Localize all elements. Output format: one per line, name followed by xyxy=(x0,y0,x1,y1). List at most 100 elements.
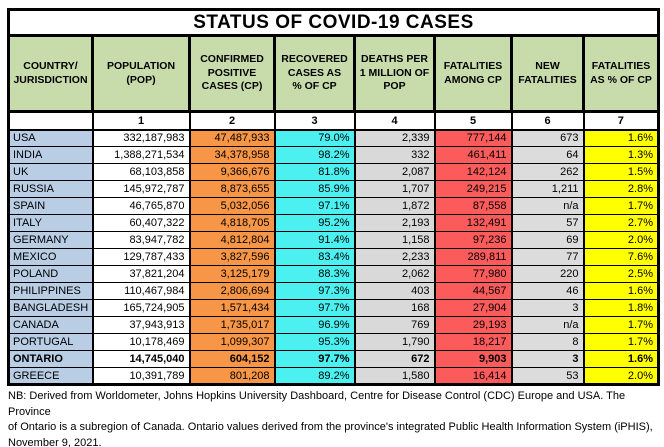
recovered-pct-cell: 88.3% xyxy=(273,265,356,283)
table-row: ONTARIO 14,745,040 604,152 97.7% 672 9,903 3 1.… xyxy=(7,350,660,368)
new-fatalities-cell: 220 xyxy=(510,265,585,283)
table-row: ITALY 60,407,322 4,818,705 95.2% 2,193 132,49… xyxy=(7,214,660,232)
column-header: FATALITIES AMONG CP xyxy=(433,34,513,113)
footnote-line: of Ontario is a subregion of Canada. Ont… xyxy=(8,421,653,433)
confirmed-cases-cell: 3,125,179 xyxy=(188,265,276,283)
new-fatalities-cell: n/a xyxy=(510,316,585,334)
new-fatalities-cell: 64 xyxy=(510,146,585,164)
new-fatalities-cell: 673 xyxy=(510,129,585,147)
recovered-pct-cell: 91.4% xyxy=(273,231,356,249)
fatalities-pct-cell: 7.6% xyxy=(582,248,660,266)
recovered-pct-cell: 83.4% xyxy=(273,248,356,266)
new-fatalities-cell: 3 xyxy=(510,299,585,317)
fatalities-pct-cell: 1.6% xyxy=(582,129,660,147)
fatalities-cell: 16,414 xyxy=(433,367,513,385)
fatalities-pct-cell: 1.7% xyxy=(582,333,660,351)
population-cell: 83,947,782 xyxy=(91,231,191,249)
table-row: PORTUGAL 10,178,469 1,099,307 95.3% 1,790 18,… xyxy=(7,333,660,351)
fatalities-cell: 289,811 xyxy=(433,248,513,266)
fatalities-cell: 44,567 xyxy=(433,282,513,300)
column-number: 3 xyxy=(273,110,356,131)
table-row: GREECE 10,391,789 801,208 89.2% 1,580 16,414 5… xyxy=(7,367,660,385)
population-cell: 37,943,913 xyxy=(91,316,191,334)
population-cell: 1,388,271,534 xyxy=(91,146,191,164)
table-row: INDIA 1,388,271,534 34,378,958 98.2% 332 461,… xyxy=(7,146,660,164)
footnote-line: November 9, 2021. xyxy=(8,436,102,447)
deaths-per-million-cell: 332 xyxy=(353,146,436,164)
table-row: CANADA 37,943,913 1,735,017 96.9% 769 29,193 n… xyxy=(7,316,660,334)
population-cell: 68,103,858 xyxy=(91,163,191,181)
confirmed-cases-cell: 8,873,655 xyxy=(188,180,276,198)
confirmed-cases-cell: 4,818,705 xyxy=(188,214,276,232)
column-header: RECOVERED CASES AS % OF CP xyxy=(273,34,356,113)
recovered-pct-cell: 85.9% xyxy=(273,180,356,198)
fatalities-cell: 97,236 xyxy=(433,231,513,249)
deaths-per-million-cell: 2,339 xyxy=(353,129,436,147)
fatalities-cell: 461,411 xyxy=(433,146,513,164)
fatalities-cell: 18,217 xyxy=(433,333,513,351)
fatalities-pct-cell: 2.7% xyxy=(582,214,660,232)
confirmed-cases-cell: 47,487,933 xyxy=(188,129,276,147)
fatalities-pct-cell: 2.0% xyxy=(582,367,660,385)
deaths-per-million-cell: 1,707 xyxy=(353,180,436,198)
fatalities-cell: 27,904 xyxy=(433,299,513,317)
country-cell: SPAIN xyxy=(7,197,94,215)
country-cell: ITALY xyxy=(7,214,94,232)
confirmed-cases-cell: 2,806,694 xyxy=(188,282,276,300)
deaths-per-million-cell: 403 xyxy=(353,282,436,300)
population-cell: 110,467,984 xyxy=(91,282,191,300)
deaths-per-million-cell: 168 xyxy=(353,299,436,317)
footnote: NB: Derived from Worldometer, Johns Hopk… xyxy=(7,386,657,447)
column-number: 4 xyxy=(353,110,436,131)
new-fatalities-cell: 69 xyxy=(510,231,585,249)
fatalities-cell: 777,144 xyxy=(433,129,513,147)
country-cell: UK xyxy=(7,163,94,181)
fatalities-pct-cell: 2.5% xyxy=(582,265,660,283)
recovered-pct-cell: 95.2% xyxy=(273,214,356,232)
title-row: STATUS OF COVID-19 CASES xyxy=(7,8,660,37)
country-cell: INDIA xyxy=(7,146,94,164)
fatalities-cell: 9,903 xyxy=(433,350,513,368)
confirmed-cases-cell: 4,812,804 xyxy=(188,231,276,249)
header-row: COUNTRY/ JURISDICTION POPULATION (POP) CON… xyxy=(7,34,660,113)
fatalities-pct-cell: 1.6% xyxy=(582,350,660,368)
deaths-per-million-cell: 2,087 xyxy=(353,163,436,181)
fatalities-cell: 249,215 xyxy=(433,180,513,198)
table-row: BANGLADESH 165,724,905 1,571,434 97.7% 168 27… xyxy=(7,299,660,317)
deaths-per-million-cell: 1,580 xyxy=(353,367,436,385)
fatalities-pct-cell: 1.7% xyxy=(582,316,660,334)
deaths-per-million-cell: 2,193 xyxy=(353,214,436,232)
fatalities-pct-cell: 2.0% xyxy=(582,231,660,249)
recovered-pct-cell: 89.2% xyxy=(273,367,356,385)
population-cell: 145,972,787 xyxy=(91,180,191,198)
confirmed-cases-cell: 1,099,307 xyxy=(188,333,276,351)
footnote-line: NB: Derived from Worldometer, Johns Hopk… xyxy=(8,390,626,418)
confirmed-cases-cell: 1,571,434 xyxy=(188,299,276,317)
table-row: MEXICO 129,787,433 3,827,596 83.4% 2,233 289,… xyxy=(7,248,660,266)
deaths-per-million-cell: 2,233 xyxy=(353,248,436,266)
fatalities-cell: 142,124 xyxy=(433,163,513,181)
covid-status-table: STATUS OF COVID-19 CASES COUNTRY/ JURISD… xyxy=(7,8,660,386)
fatalities-pct-cell: 1.6% xyxy=(582,282,660,300)
table-body: USA 332,187,983 47,487,933 79.0% 2,339 777,14… xyxy=(7,129,660,385)
table-row: USA 332,187,983 47,487,933 79.0% 2,339 777,14… xyxy=(7,129,660,147)
column-header: FATALITIES AS % OF CP xyxy=(582,34,660,113)
fatalities-pct-cell: 2.8% xyxy=(582,180,660,198)
deaths-per-million-cell: 2,062 xyxy=(353,265,436,283)
fatalities-pct-cell: 1.7% xyxy=(582,197,660,215)
deaths-per-million-cell: 769 xyxy=(353,316,436,334)
new-fatalities-cell: 57 xyxy=(510,214,585,232)
country-cell: CANADA xyxy=(7,316,94,334)
column-header: CONFIRMED POSITIVE CASES (CP) xyxy=(188,34,276,113)
country-cell: ONTARIO xyxy=(7,350,94,368)
country-cell: POLAND xyxy=(7,265,94,283)
fatalities-pct-cell: 1.8% xyxy=(582,299,660,317)
population-cell: 332,187,983 xyxy=(91,129,191,147)
fatalities-cell: 132,491 xyxy=(433,214,513,232)
new-fatalities-cell: 8 xyxy=(510,333,585,351)
population-cell: 129,787,433 xyxy=(91,248,191,266)
table-title: STATUS OF COVID-19 CASES xyxy=(7,8,660,37)
recovered-pct-cell: 97.7% xyxy=(273,350,356,368)
deaths-per-million-cell: 1,158 xyxy=(353,231,436,249)
